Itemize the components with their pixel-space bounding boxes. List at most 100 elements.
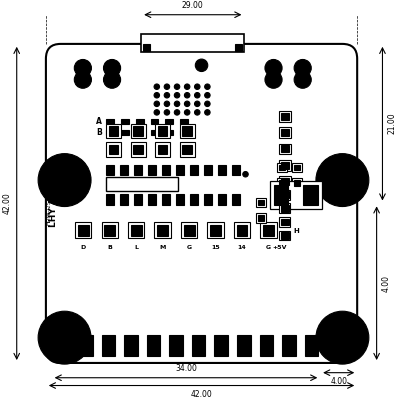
Bar: [279, 231, 290, 240]
Text: B: B: [107, 246, 112, 250]
Bar: [155, 124, 170, 138]
Circle shape: [38, 311, 91, 364]
Bar: [282, 334, 296, 356]
Circle shape: [104, 60, 121, 76]
Bar: [278, 162, 287, 172]
Bar: [278, 178, 287, 188]
Circle shape: [104, 71, 121, 88]
Text: 4.00: 4.00: [381, 275, 390, 292]
Circle shape: [243, 172, 248, 177]
Text: G: G: [186, 246, 192, 250]
Bar: [120, 165, 128, 176]
Text: M: M: [160, 246, 166, 250]
Bar: [279, 180, 285, 186]
Bar: [281, 113, 289, 120]
Bar: [169, 334, 183, 356]
Circle shape: [154, 92, 160, 98]
Bar: [294, 180, 300, 186]
Circle shape: [164, 84, 170, 90]
Text: 14: 14: [238, 246, 246, 250]
Text: HDMI-I2S-RECEIVE: HDMI-I2S-RECEIVE: [46, 174, 51, 225]
Text: 34.00: 34.00: [175, 364, 197, 373]
Bar: [235, 44, 242, 50]
Bar: [232, 165, 240, 176]
Text: A: A: [96, 117, 102, 126]
Bar: [134, 126, 143, 136]
Text: LHY AUDIO: LHY AUDIO: [49, 172, 58, 227]
Bar: [106, 124, 121, 138]
Circle shape: [174, 101, 180, 106]
Circle shape: [74, 71, 92, 88]
Bar: [131, 142, 146, 157]
Bar: [150, 130, 158, 135]
Circle shape: [164, 101, 170, 106]
Bar: [104, 225, 115, 236]
Circle shape: [174, 110, 180, 115]
Bar: [136, 119, 144, 124]
Circle shape: [184, 84, 190, 90]
Bar: [109, 126, 118, 136]
Bar: [121, 130, 129, 135]
Bar: [106, 130, 114, 135]
Bar: [281, 146, 289, 152]
Bar: [131, 124, 146, 138]
Circle shape: [194, 110, 200, 115]
Bar: [162, 165, 170, 176]
Bar: [236, 225, 248, 236]
Circle shape: [184, 101, 190, 106]
Bar: [106, 119, 114, 124]
Circle shape: [184, 92, 190, 98]
Bar: [150, 119, 158, 124]
Bar: [181, 222, 197, 238]
Bar: [157, 225, 168, 236]
Bar: [124, 334, 138, 356]
Bar: [270, 181, 322, 209]
Text: 15: 15: [211, 246, 220, 250]
Bar: [234, 222, 250, 238]
Bar: [165, 130, 173, 135]
Bar: [155, 142, 170, 157]
Circle shape: [164, 110, 170, 115]
Bar: [190, 165, 198, 176]
Circle shape: [195, 59, 208, 72]
Bar: [102, 334, 115, 356]
Bar: [131, 225, 142, 236]
Bar: [128, 222, 144, 238]
Bar: [232, 194, 240, 204]
Circle shape: [154, 84, 160, 90]
Bar: [237, 334, 250, 356]
Text: 42.00: 42.00: [191, 390, 212, 399]
Circle shape: [174, 92, 180, 98]
Bar: [292, 162, 302, 172]
Circle shape: [294, 60, 311, 76]
Bar: [79, 334, 92, 356]
Text: 42.00: 42.00: [3, 192, 12, 214]
Text: 29.00: 29.00: [182, 1, 204, 10]
Bar: [190, 194, 198, 204]
Bar: [281, 191, 289, 198]
Circle shape: [74, 60, 92, 76]
Bar: [279, 144, 291, 154]
Bar: [279, 164, 285, 170]
Bar: [134, 165, 142, 176]
Bar: [279, 176, 291, 187]
Circle shape: [294, 71, 311, 88]
Circle shape: [194, 84, 200, 90]
Bar: [263, 225, 274, 236]
Bar: [106, 177, 178, 191]
Bar: [158, 145, 167, 154]
Bar: [106, 165, 114, 176]
Bar: [218, 165, 226, 176]
Bar: [162, 194, 170, 204]
Bar: [148, 165, 156, 176]
Bar: [120, 194, 128, 204]
Bar: [281, 219, 289, 225]
Bar: [214, 334, 228, 356]
Bar: [134, 194, 142, 204]
Bar: [256, 198, 266, 207]
Bar: [141, 34, 244, 52]
Bar: [148, 194, 156, 204]
Circle shape: [265, 60, 282, 76]
Bar: [180, 119, 188, 124]
Bar: [281, 205, 289, 212]
